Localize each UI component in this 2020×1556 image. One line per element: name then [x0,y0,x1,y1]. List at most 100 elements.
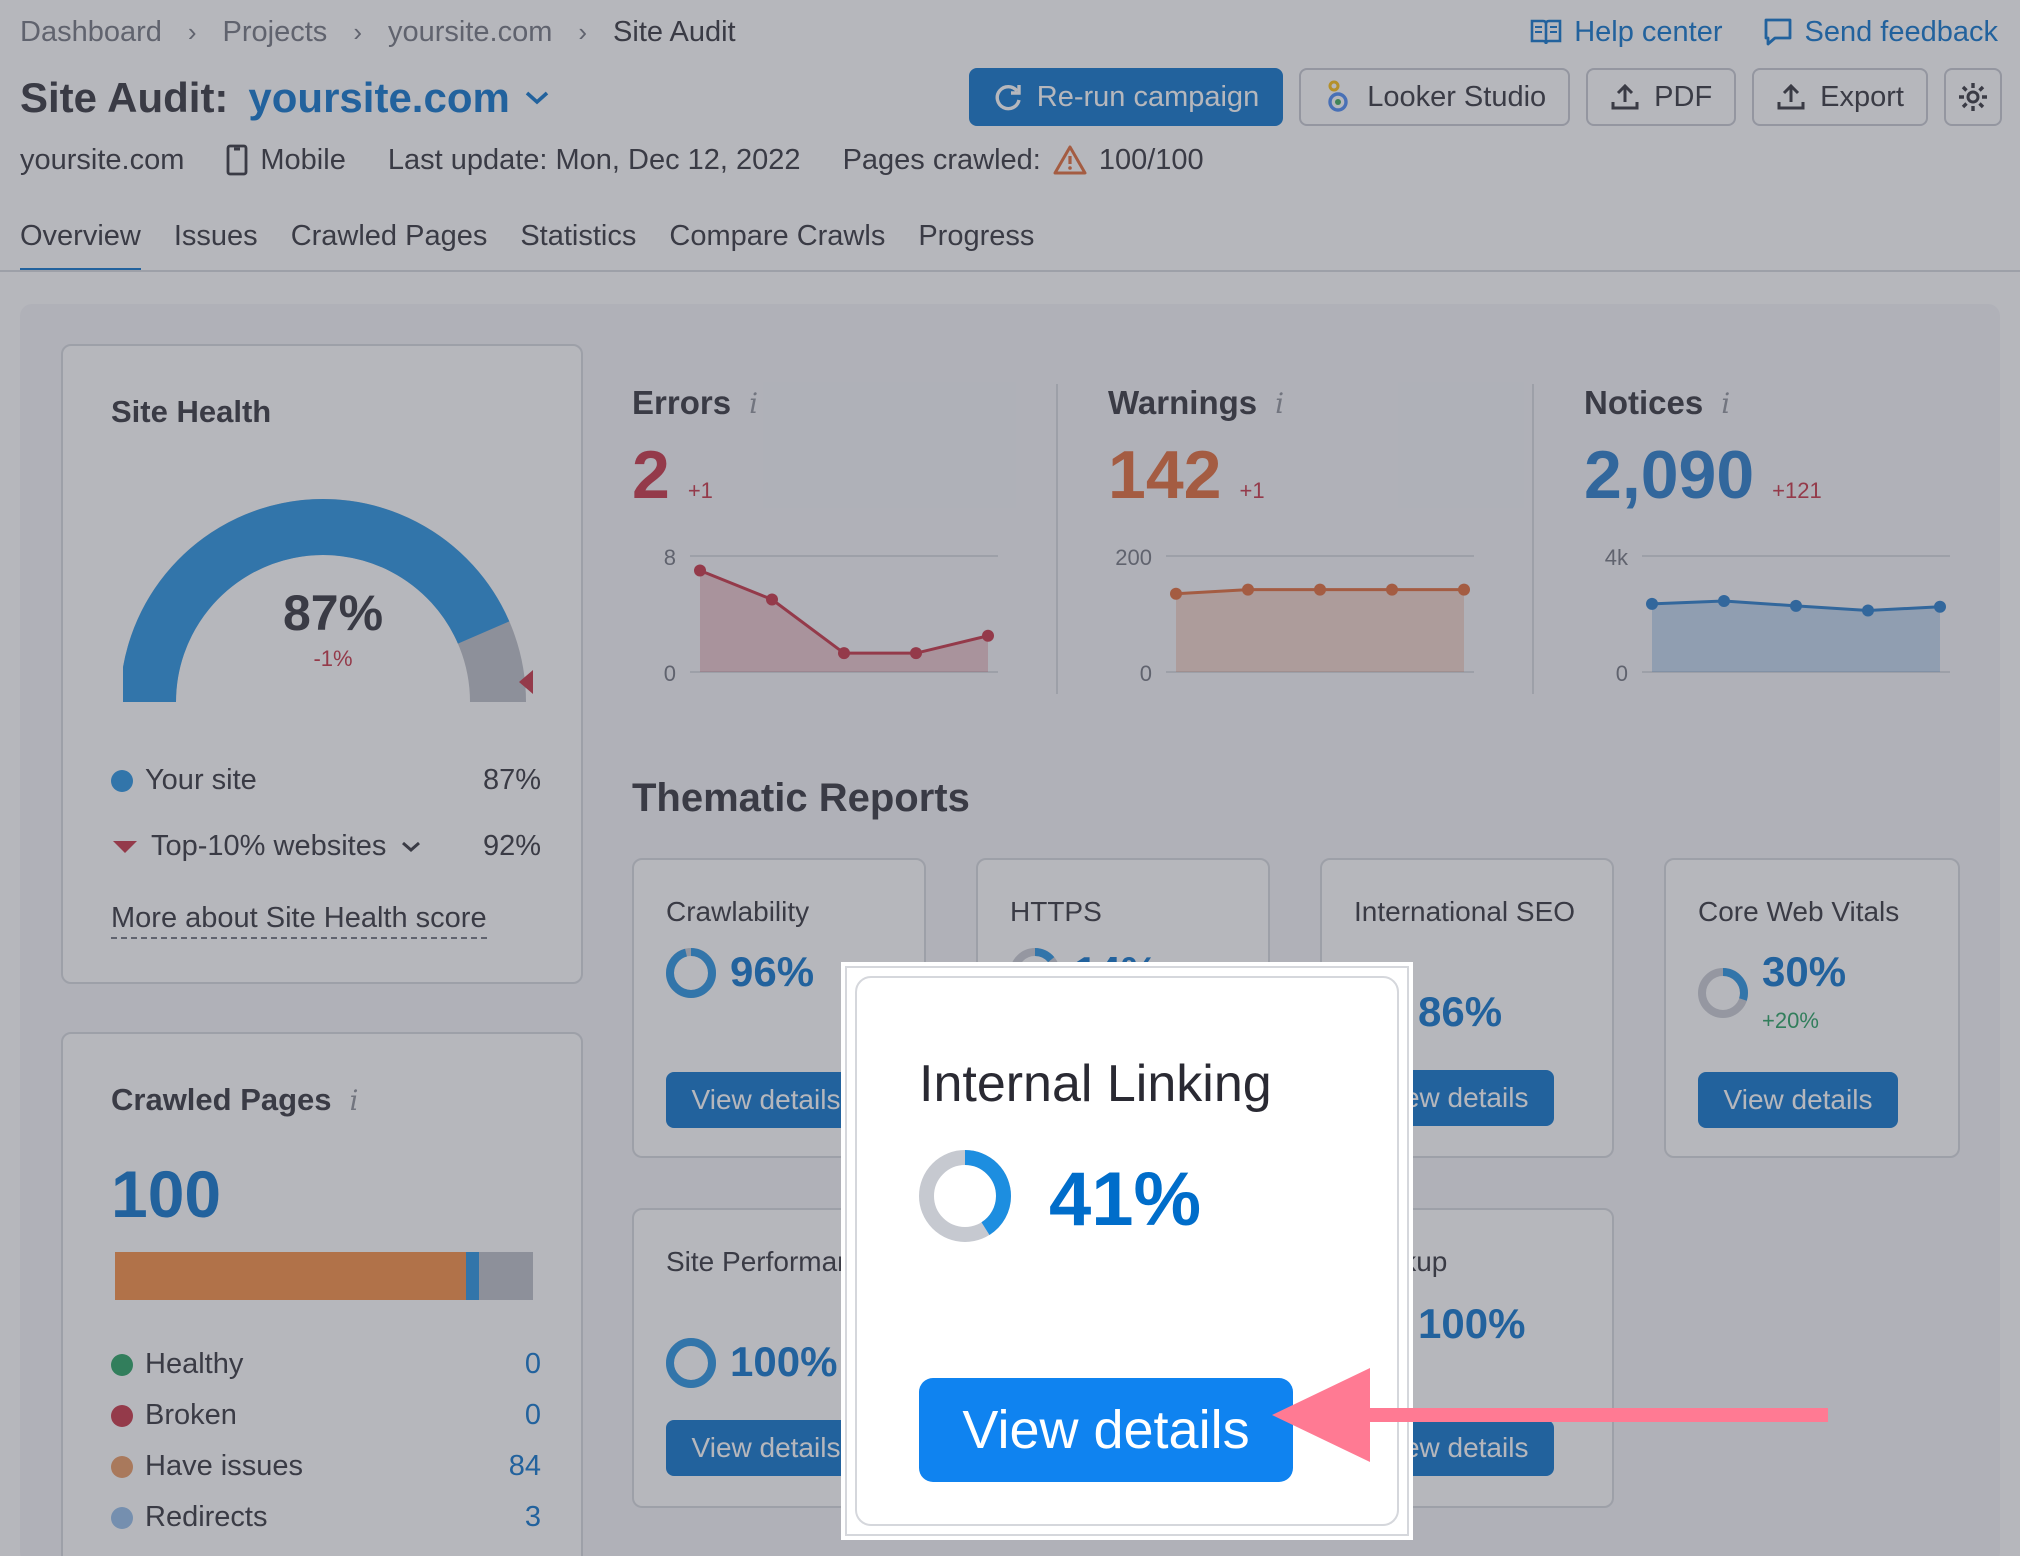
your-site-label: Your site [145,764,257,796]
metric-title: Errors i [632,384,1012,422]
progress-ring-icon [666,1338,716,1388]
metric-trend-chart: 80 [664,545,998,686]
gear-icon [1959,83,1987,111]
breadcrumb-site[interactable]: yoursite.com [387,15,553,48]
data-point [1242,583,1254,596]
device-info: Mobile [226,144,346,177]
thematic-reports-title: Thematic Reports [632,776,970,820]
ring-fill [666,1338,716,1388]
progress-ring-icon [666,948,716,998]
tab-issues[interactable]: Issues [173,220,258,252]
triangle-down-icon [113,840,137,853]
breadcrumb: Dashboard › Projects › yoursite.com › Si… [20,12,736,52]
last-update: Last update: Mon, Dec 12, 2022 [387,143,801,176]
thematic-pct[interactable]: 100% [730,1338,838,1385]
thematic-pct[interactable]: 30% [1762,948,1847,995]
view-details-button[interactable]: View details [1698,1072,1898,1128]
data-point [910,647,922,660]
legend-label: Redirects [145,1501,268,1533]
tab-compare-crawls[interactable]: Compare Crawls [669,220,886,252]
site-health-link[interactable]: More about Site Health score [111,902,487,939]
metric-title: Warnings i [1108,384,1488,422]
metric-label: Errors [632,384,732,421]
internal-linking-pct[interactable]: 41% [1049,1157,1202,1242]
y-tick-label: 0 [1140,661,1152,686]
view-details-button[interactable]: View details [919,1378,1293,1482]
rerun-campaign-button[interactable]: Re-run campaign [968,68,1284,126]
metric-label: Notices [1584,384,1704,421]
legend-dot [111,1506,133,1529]
metric-title: Notices i [1584,384,1964,422]
metric-warnings: Warnings i 142 +1 200 0 [1108,384,1488,704]
tab-crawled-pages[interactable]: Crawled Pages [290,220,488,252]
tab-divider [0,270,2020,272]
tab-progress[interactable]: Progress [918,220,1035,252]
thematic-pct[interactable]: 86% [1418,988,1503,1035]
data-point [1170,587,1182,600]
legend-label: Broken [145,1399,237,1431]
metric-notices: Notices i 2,090 +121 4k 0 [1584,384,1964,704]
breadcrumb-current: Site Audit [613,15,736,48]
chevron-down-icon[interactable] [524,90,550,106]
rerun-label: Re-run campaign [1036,80,1260,113]
site-health-title: Site Health [111,394,272,429]
ring-fill [666,948,716,998]
metric-divider [1056,384,1058,694]
view-details-button[interactable]: View details [666,1072,866,1128]
send-feedback-link[interactable]: Send feedback [1763,16,1998,49]
legend-value[interactable]: 0 [524,1348,541,1380]
y-tick-label: 8 [664,545,676,570]
series-area [700,570,988,672]
metric-value-row: 2,090 +121 [1584,436,1964,514]
metric-value[interactable]: 142 [1108,437,1222,513]
data-point [1458,583,1470,596]
data-point [694,564,706,577]
thematic-card-core-web-vitals[interactable]: Core Web Vitals 30% +20% View details [1664,858,1960,1158]
bar-segment-other[interactable] [478,1252,533,1300]
breadcrumb-dashboard[interactable]: Dashboard [20,15,162,48]
internal-linking-card[interactable]: Internal Linking 41% View details [855,976,1399,1526]
legend-value[interactable]: 0 [524,1399,541,1431]
top10-row[interactable]: Top-10% websites 92% [111,830,541,863]
bar-segment-have-issues[interactable] [115,1252,467,1300]
project-selector[interactable]: yoursite.com [248,74,510,121]
metric-value[interactable]: 2,090 [1584,437,1755,513]
pages-crawled-value: 100/100 [1098,143,1204,176]
view-details-button[interactable]: View details [666,1420,866,1476]
site-health-gauge [123,499,533,703]
thematic-pct[interactable]: 100% [1418,1300,1526,1347]
top-links: Help center Send feedback [1530,12,1998,52]
thematic-name: Core Web Vitals [1698,896,1900,927]
metric-value[interactable]: 2 [632,437,670,513]
legend-dot [111,1455,133,1478]
legend-value[interactable]: 84 [508,1450,541,1482]
bar-segment-redirects[interactable] [466,1252,479,1300]
tab-statistics[interactable]: Statistics [520,220,637,252]
pdf-button[interactable]: PDF [1586,68,1737,126]
chevron-down-icon [402,841,421,852]
info-icon[interactable]: i [1275,386,1285,420]
chevron-right-icon: › [578,16,588,47]
info-icon[interactable]: i [749,386,759,420]
warning-icon [1053,145,1087,175]
thematic-pct[interactable]: 96% [730,948,815,995]
crawled-legend-row: Broken 0 [111,1399,541,1432]
looker-studio-button[interactable]: Looker Studio [1299,68,1571,126]
site-health-score: 87% [282,585,384,641]
series-area [1652,600,1940,672]
metric-delta: +1 [687,478,713,503]
info-icon[interactable]: i [1721,386,1731,420]
export-button[interactable]: Export [1752,68,1928,126]
info-icon[interactable]: i [349,1083,359,1117]
breadcrumb-projects[interactable]: Projects [222,15,328,48]
help-center-link[interactable]: Help center [1530,16,1723,49]
y-tick-label: 0 [1616,661,1628,686]
pages-crawled-label: Pages crawled: [842,143,1041,176]
crawled-pages-total[interactable]: 100 [111,1157,222,1231]
data-point [1646,597,1658,610]
thematic-name: Crawlability [666,896,810,927]
settings-button[interactable] [1944,68,2002,126]
legend-value[interactable]: 3 [524,1501,541,1533]
series-area [1176,589,1464,672]
export-label: Export [1820,80,1904,113]
